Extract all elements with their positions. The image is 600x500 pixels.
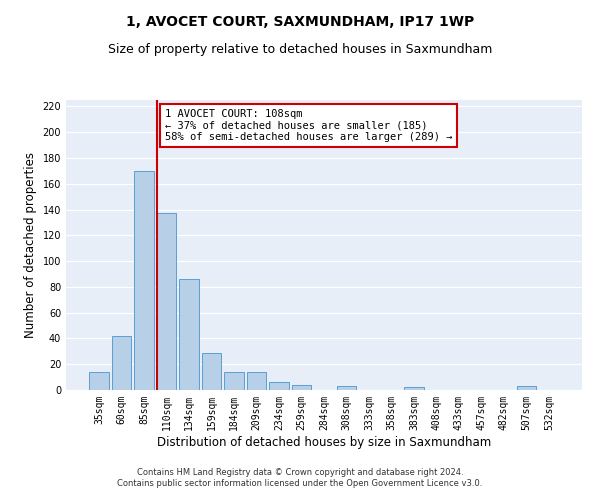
Text: 1 AVOCET COURT: 108sqm
← 37% of detached houses are smaller (185)
58% of semi-de: 1 AVOCET COURT: 108sqm ← 37% of detached… [165,109,452,142]
Bar [247,372,266,390]
Text: 1, AVOCET COURT, SAXMUNDHAM, IP17 1WP: 1, AVOCET COURT, SAXMUNDHAM, IP17 1WP [126,15,474,29]
Text: Size of property relative to detached houses in Saxmundham: Size of property relative to detached ho… [108,42,492,56]
Bar [517,386,536,390]
Bar [134,171,154,390]
Bar [404,388,424,390]
Bar [89,372,109,390]
Bar [179,279,199,390]
Bar [337,386,356,390]
Bar [269,382,289,390]
Bar [112,336,131,390]
Bar [292,385,311,390]
Y-axis label: Number of detached properties: Number of detached properties [24,152,37,338]
Text: Contains HM Land Registry data © Crown copyright and database right 2024.
Contai: Contains HM Land Registry data © Crown c… [118,468,482,487]
Bar [157,214,176,390]
Bar [224,372,244,390]
X-axis label: Distribution of detached houses by size in Saxmundham: Distribution of detached houses by size … [157,436,491,448]
Bar [202,352,221,390]
